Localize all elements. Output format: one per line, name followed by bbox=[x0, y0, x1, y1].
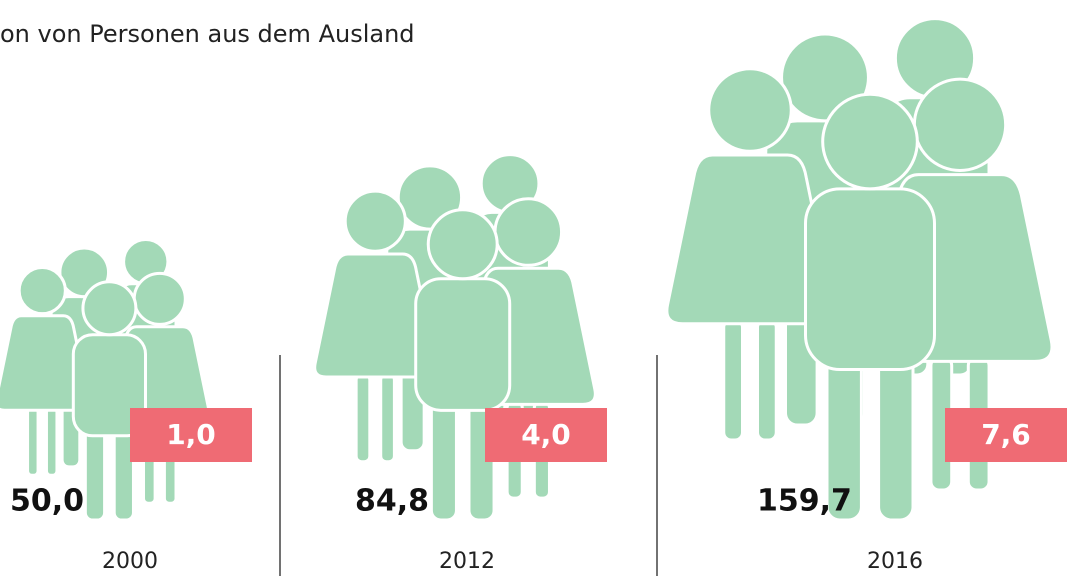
value-label: 159,7 bbox=[757, 484, 852, 519]
leg bbox=[46, 408, 56, 475]
person bbox=[416, 210, 510, 520]
badge-label: 7,6 bbox=[981, 418, 1031, 451]
body bbox=[416, 279, 510, 411]
leg bbox=[28, 408, 38, 475]
chart: on von Personen aus dem Ausland 50,0 1,0 2… bbox=[0, 0, 1076, 576]
person-group bbox=[0, 239, 211, 520]
body bbox=[806, 189, 935, 370]
head bbox=[134, 273, 185, 324]
x-tick-label: 2000 bbox=[102, 549, 158, 574]
chart-title: on von Personen aus dem Ausland bbox=[0, 20, 415, 48]
head bbox=[19, 268, 65, 314]
value-label: 50,0 bbox=[10, 484, 84, 519]
x-tick-label: 2012 bbox=[439, 549, 495, 574]
head bbox=[428, 210, 497, 279]
head bbox=[823, 94, 918, 189]
head bbox=[495, 199, 562, 266]
leg bbox=[356, 374, 370, 461]
value-label: 84,8 bbox=[355, 484, 429, 519]
x-tick-label: 2016 bbox=[867, 549, 923, 574]
person bbox=[73, 282, 145, 520]
leg bbox=[758, 320, 777, 440]
head bbox=[709, 69, 792, 152]
leg bbox=[381, 374, 395, 461]
head bbox=[914, 79, 1005, 170]
head bbox=[83, 282, 136, 335]
person-group bbox=[315, 155, 596, 520]
badge-label: 4,0 bbox=[521, 418, 571, 451]
badge-label: 1,0 bbox=[166, 418, 216, 451]
head bbox=[345, 191, 405, 251]
person bbox=[806, 94, 935, 520]
leg bbox=[724, 320, 743, 440]
